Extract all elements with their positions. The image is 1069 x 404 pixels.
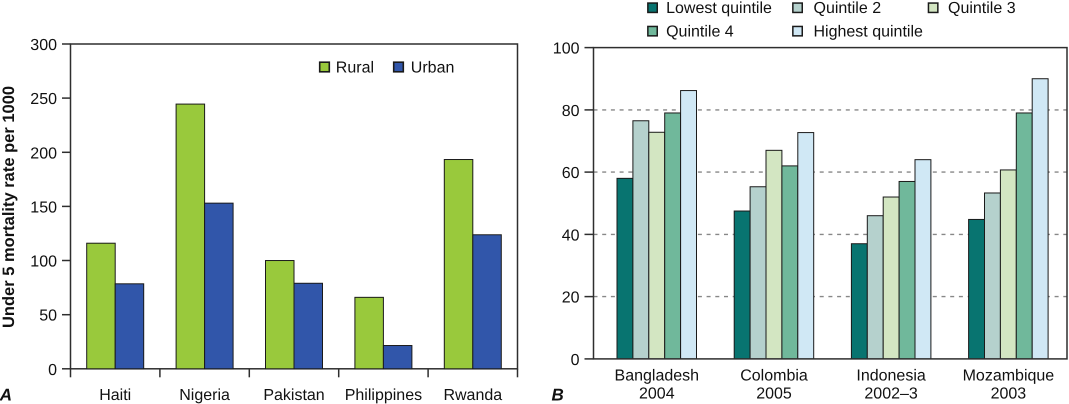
svg-text:2005: 2005 bbox=[756, 386, 792, 403]
svg-text:Urban: Urban bbox=[411, 59, 455, 76]
svg-text:Haiti: Haiti bbox=[99, 387, 131, 404]
svg-text:Quintile 4: Quintile 4 bbox=[666, 23, 734, 40]
svg-text:Highest quintile: Highest quintile bbox=[814, 23, 924, 40]
svg-text:Pakistan: Pakistan bbox=[263, 387, 324, 404]
svg-text:Indonesia: Indonesia bbox=[856, 368, 925, 385]
svg-text:Bangladesh: Bangladesh bbox=[615, 368, 700, 385]
svg-text:0: 0 bbox=[48, 362, 57, 379]
svg-text:Quintile 2: Quintile 2 bbox=[814, 0, 882, 17]
svg-text:2004: 2004 bbox=[639, 386, 675, 403]
svg-text:300: 300 bbox=[30, 37, 57, 54]
svg-text:Rural: Rural bbox=[336, 59, 374, 76]
svg-text:80: 80 bbox=[562, 103, 580, 120]
svg-text:Quintile 3: Quintile 3 bbox=[948, 0, 1016, 17]
svg-text:0: 0 bbox=[571, 352, 580, 369]
svg-text:50: 50 bbox=[39, 308, 57, 325]
svg-text:Philippines: Philippines bbox=[345, 387, 422, 404]
svg-text:Colombia: Colombia bbox=[740, 368, 808, 385]
svg-text:250: 250 bbox=[30, 91, 57, 108]
svg-text:60: 60 bbox=[562, 165, 580, 182]
svg-text:100: 100 bbox=[30, 254, 57, 271]
svg-text:A: A bbox=[0, 385, 12, 404]
svg-text:B: B bbox=[552, 385, 564, 404]
svg-text:100: 100 bbox=[553, 41, 580, 58]
svg-text:200: 200 bbox=[30, 145, 57, 162]
svg-text:Nigeria: Nigeria bbox=[179, 387, 230, 404]
svg-text:40: 40 bbox=[562, 227, 580, 244]
svg-text:2002–3: 2002–3 bbox=[864, 386, 917, 403]
svg-text:2003: 2003 bbox=[991, 386, 1027, 403]
svg-text:Rwanda: Rwanda bbox=[443, 387, 502, 404]
svg-text:150: 150 bbox=[30, 199, 57, 216]
svg-text:20: 20 bbox=[562, 290, 580, 307]
svg-text:Under 5 mortality rate per 100: Under 5 mortality rate per 1000 bbox=[0, 86, 18, 328]
svg-text:Lowest quintile: Lowest quintile bbox=[666, 0, 772, 17]
svg-text:Mozambique: Mozambique bbox=[963, 368, 1055, 385]
